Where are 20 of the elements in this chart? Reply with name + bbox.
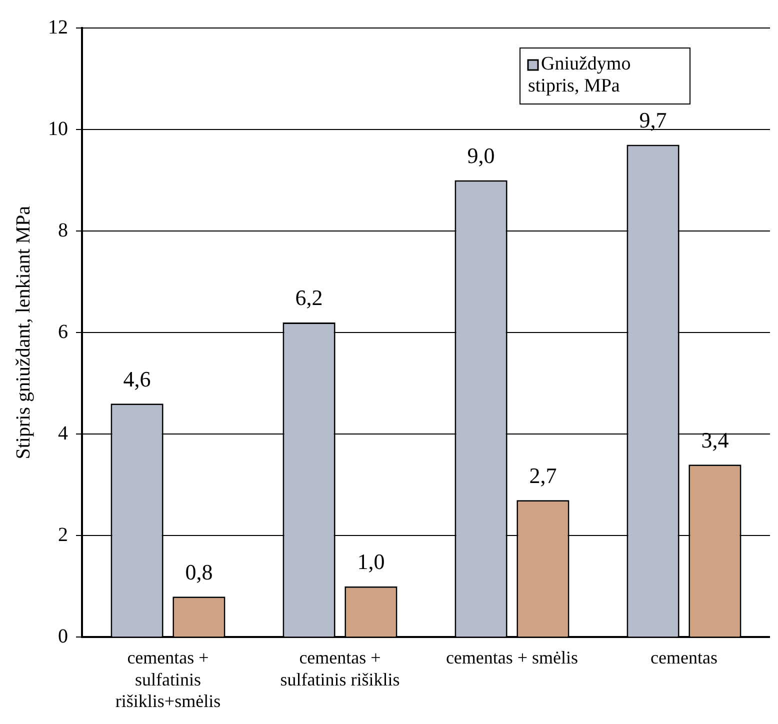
legend-label: Gniuždymo stipris, MPa (528, 53, 631, 96)
data-label: 0,8 (185, 559, 213, 584)
data-label: 6,2 (295, 285, 323, 310)
x-tick-label: cementas + sulfatinis rišiklis (280, 648, 400, 690)
data-label: 9,0 (467, 143, 495, 168)
data-label: 2,7 (529, 462, 557, 488)
y-tick-label: 2 (58, 524, 68, 546)
y-tick-label: 12 (48, 16, 68, 38)
y-axis-title: Stipris gniuždant, lenkiant MPa (12, 206, 34, 460)
x-tick-label: cementas + sulfatinis rišiklis+smėlis (115, 648, 221, 711)
data-label: 1,0 (357, 549, 385, 574)
y-tick-label: 6 (58, 320, 68, 343)
data-label: 9,7 (639, 108, 667, 133)
y-tick-label: 8 (58, 219, 68, 242)
y-tick-label: 4 (58, 422, 68, 444)
x-tick-label: cementas (650, 648, 718, 668)
y-tick-label: 10 (48, 118, 68, 140)
y-tick-label: 0 (58, 625, 68, 648)
data-label: 4,6 (123, 366, 151, 392)
x-tick-label: cementas + smėlis (446, 648, 578, 668)
